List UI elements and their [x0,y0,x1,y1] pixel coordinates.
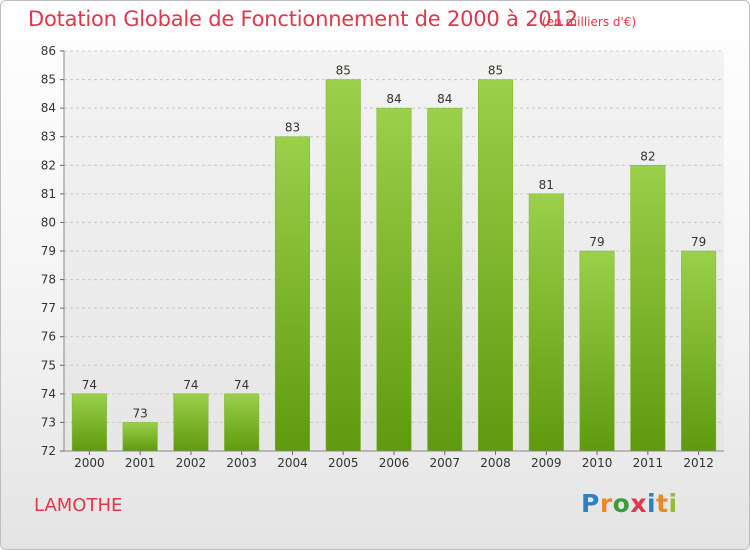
bar-value-label: 79 [589,235,604,249]
y-tick-label: 72 [41,444,56,458]
bar-value-label: 84 [386,92,401,106]
y-tick-label: 75 [41,358,56,372]
chart-title: Dotation Globale de Fonctionnement de 20… [28,7,578,31]
bar [173,393,209,452]
x-tick-label: 2000 [74,456,105,470]
logo-letter: i [647,489,657,518]
x-tick-label: 2009 [531,456,562,470]
y-tick-label: 83 [41,130,56,144]
bar [630,165,666,452]
bar [681,250,717,452]
x-tick-label: 2008 [480,456,511,470]
bar-value-label: 74 [183,378,198,392]
y-tick-label: 86 [41,44,56,58]
bar-value-label: 81 [539,178,554,192]
bar [579,250,615,452]
commune-name: LAMOTHE [34,495,123,516]
logo-letter: P [581,489,600,518]
x-axis: 2000 2001 2002 2003 2004 2005 2006 2007 2008 2009… [64,450,724,470]
logo-letter: r [599,489,613,518]
y-tick-label: 77 [41,301,56,315]
x-tick-label: 2003 [226,456,257,470]
bar-value-label: 74 [82,378,97,392]
x-tick-label: 2006 [379,456,410,470]
y-tick-label: 85 [41,73,56,87]
y-tick-label: 79 [41,244,56,258]
x-tick-label: 2004 [277,456,308,470]
bar [274,136,310,452]
y-tick-label: 76 [41,330,56,344]
x-tick-label: 2002 [176,456,207,470]
x-tick-label: 2012 [683,456,714,470]
bar-value-label: 85 [488,64,503,78]
bar-value-label: 84 [437,92,452,106]
bar-value-label: 79 [691,235,706,249]
y-axis: 72 73 74 75 76 77 78 79 80 81 82 83 84 85 86 [41,44,65,458]
y-tick-label: 74 [41,387,56,401]
y-tick-label: 82 [41,158,56,172]
y-tick-label: 78 [41,273,56,287]
bar [478,79,514,452]
bar-value-label: 73 [133,406,148,420]
bars: 74 73 74 74 83 85 84 84 85 81 79 82 79 [71,64,717,452]
bar-value-label: 85 [336,64,351,78]
x-tick-label: 2007 [429,456,460,470]
bar [325,79,361,452]
bar [71,393,107,452]
x-tick-label: 2010 [582,456,613,470]
y-tick-label: 73 [41,415,56,429]
unit-note: (en milliers d'€) [542,15,637,29]
x-tick-label: 2001 [125,456,156,470]
bar [376,107,412,452]
logo-letter: t [656,489,669,518]
logo-letter: o [612,489,631,518]
bar-value-label: 82 [640,149,655,163]
x-tick-label: 2011 [633,456,664,470]
bar-value-label: 83 [285,121,300,135]
bar-value-label: 74 [234,378,249,392]
y-tick-label: 81 [41,187,56,201]
logo-letter: i [668,489,678,518]
bar [224,393,260,452]
y-tick-label: 84 [41,101,56,115]
proxiti-logo: Proxiti [581,489,678,518]
y-tick-label: 80 [41,215,56,229]
x-tick-label: 2005 [328,456,359,470]
logo-letter: x [630,489,647,518]
bar [528,193,564,452]
bar [427,107,463,452]
bar [122,422,158,452]
